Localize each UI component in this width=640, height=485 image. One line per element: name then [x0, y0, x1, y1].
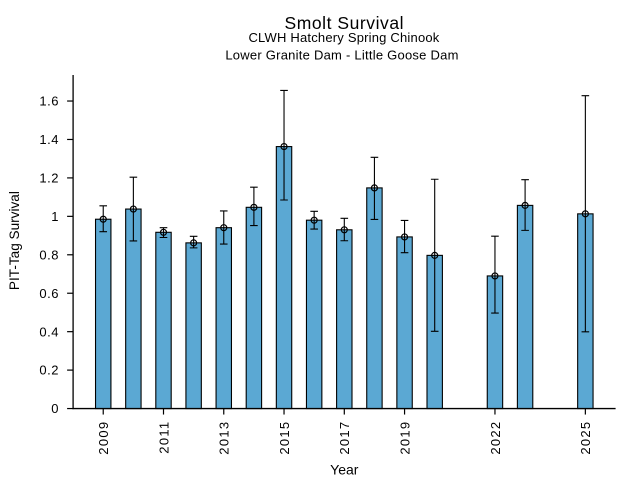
- svg-text:0.4: 0.4: [39, 324, 59, 339]
- svg-text:CLWH Hatchery Spring Chinook: CLWH Hatchery Spring Chinook: [248, 30, 439, 45]
- svg-text:0.8: 0.8: [39, 247, 59, 262]
- svg-text:2025: 2025: [578, 421, 593, 455]
- svg-text:2013: 2013: [217, 421, 232, 455]
- svg-text:Smolt Survival: Smolt Survival: [285, 13, 405, 33]
- svg-text:Year: Year: [330, 462, 359, 478]
- svg-text:2009: 2009: [96, 421, 111, 455]
- svg-text:2022: 2022: [488, 421, 503, 455]
- svg-text:2011: 2011: [156, 421, 171, 454]
- svg-text:2019: 2019: [397, 421, 412, 455]
- svg-text:1.6: 1.6: [39, 94, 59, 109]
- svg-text:0.2: 0.2: [39, 363, 59, 378]
- svg-text:1: 1: [51, 209, 59, 224]
- svg-text:2017: 2017: [337, 421, 352, 455]
- svg-text:0.6: 0.6: [39, 286, 59, 301]
- svg-text:1.4: 1.4: [39, 132, 59, 147]
- svg-text:1.2: 1.2: [39, 171, 59, 186]
- svg-text:0: 0: [51, 401, 59, 416]
- svg-text:2015: 2015: [277, 421, 292, 455]
- svg-text:Lower Granite Dam - Little Goo: Lower Granite Dam - Little Goose Dam: [225, 48, 458, 63]
- svg-text:PIT-Tag Survival: PIT-Tag Survival: [7, 191, 22, 290]
